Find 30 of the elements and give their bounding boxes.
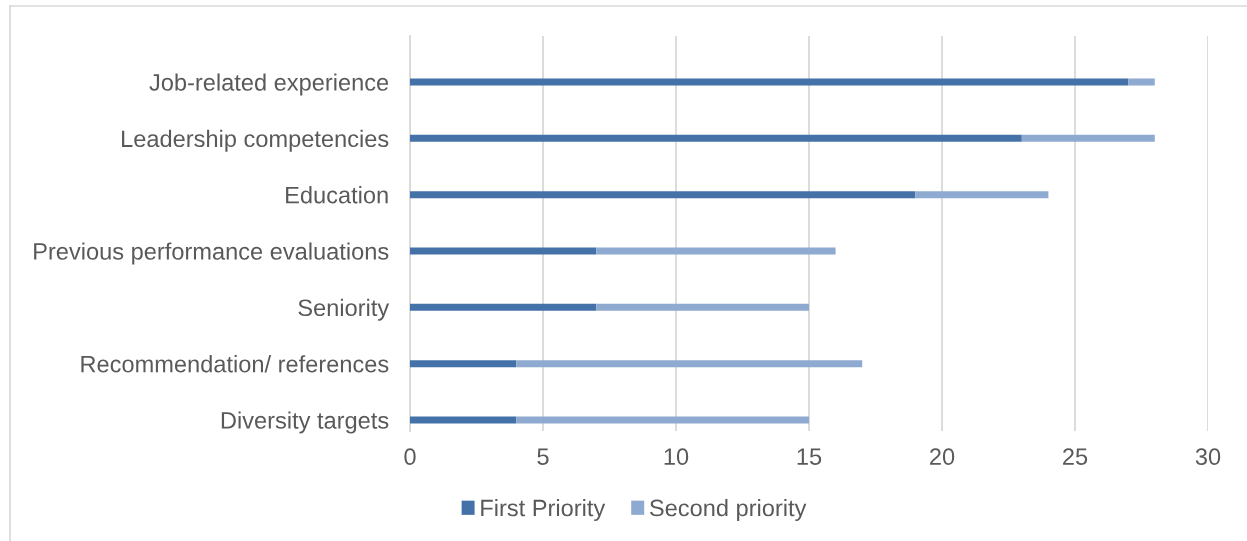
y-tick-label: Previous performance evaluations bbox=[34, 242, 389, 265]
bar bbox=[410, 191, 916, 199]
x-tick-label: 25 bbox=[1063, 448, 1088, 466]
bar bbox=[915, 191, 1049, 199]
y-tick-label: Job-related experience bbox=[149, 73, 389, 96]
x-tick-label: 0 bbox=[404, 448, 416, 466]
bar bbox=[410, 303, 597, 311]
x-tick-label: 20 bbox=[930, 448, 955, 466]
bar bbox=[410, 360, 517, 368]
x-tick-label: 15 bbox=[797, 448, 822, 466]
bar bbox=[410, 78, 1129, 86]
x-tick-label: 10 bbox=[664, 448, 689, 466]
legend-label: Second priority bbox=[649, 498, 807, 522]
bar bbox=[410, 416, 517, 424]
y-tick-label: Leadership competencies bbox=[122, 129, 389, 152]
bar bbox=[1128, 78, 1155, 86]
bar bbox=[410, 247, 597, 255]
bar bbox=[596, 247, 836, 255]
bar bbox=[410, 134, 1022, 142]
bar bbox=[516, 360, 863, 368]
y-tick-label: Seniority bbox=[298, 298, 390, 321]
legend-label: First Priority bbox=[481, 498, 606, 522]
x-tick-label: 30 bbox=[1195, 448, 1221, 466]
bar bbox=[1021, 134, 1155, 142]
y-tick-label: Diversity targets bbox=[221, 411, 389, 434]
y-tick-label: Recommendation/ references bbox=[81, 355, 389, 373]
bar bbox=[516, 416, 809, 424]
bar bbox=[596, 303, 809, 311]
y-tick-label: Education bbox=[286, 186, 388, 204]
x-tick-label: 5 bbox=[537, 448, 549, 466]
